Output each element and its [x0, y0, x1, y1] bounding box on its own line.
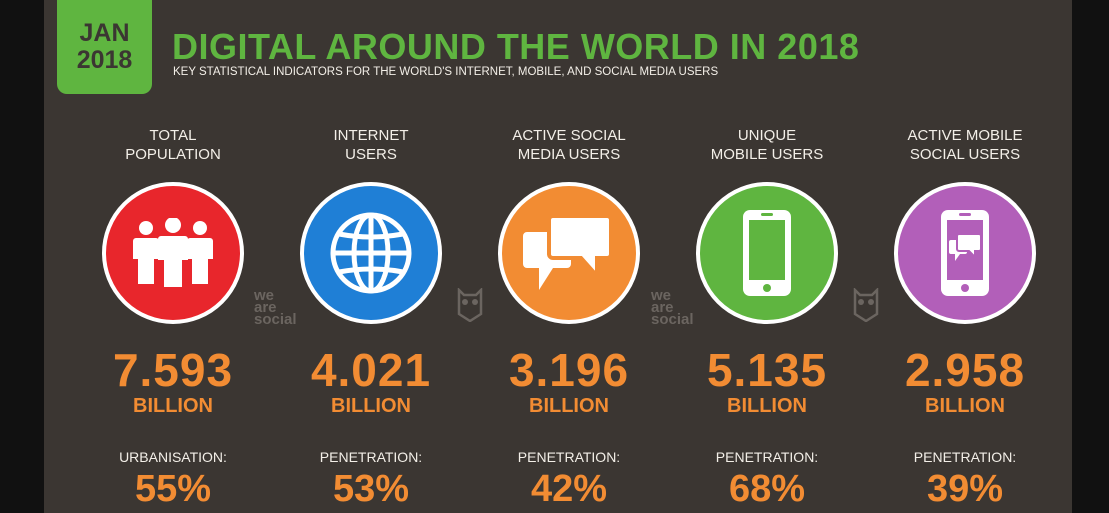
- stat-value: 7.593: [112, 344, 234, 396]
- stat-unit: BILLION: [727, 395, 807, 417]
- date-badge: JAN 2018: [57, 0, 152, 94]
- stat-unit: BILLION: [331, 395, 411, 417]
- stat-sub-label: PENETRATION:: [319, 449, 423, 465]
- stat-sub-label: URBANISATION:: [119, 449, 227, 465]
- page-subtitle: KEY STATISTICAL INDICATORS FOR THE WORLD…: [173, 66, 719, 78]
- we-are-social-watermark: we are social: [254, 287, 297, 328]
- stat-sub-value: 68%: [728, 468, 806, 510]
- stat-icon-circle: [498, 182, 640, 324]
- stat-sub-label: PENETRATION:: [517, 449, 621, 465]
- stat-label: ACTIVE SOCIAL MEDIA USERS: [512, 127, 626, 163]
- stat-icon-circle: [300, 182, 442, 324]
- stat-value: 3.196: [508, 344, 630, 396]
- hootsuite-owl-icon: [457, 288, 483, 322]
- stat-icon-circle: [102, 182, 244, 324]
- stat-unique-mobile-users: UNIQUE MOBILE USERS 5.135 BILLION PENETR…: [669, 126, 865, 510]
- stat-mobile-social-users: ACTIVE MOBILE SOCIAL USERS 2.958 BILLION…: [867, 126, 1063, 510]
- page-title: DIGITAL AROUND THE WORLD IN 2018: [172, 26, 860, 67]
- stat-internet-users: INTERNET USERS 4.021 BILLION PENETRATION…: [273, 126, 469, 510]
- people-icon: [133, 218, 213, 287]
- stat-total-population: TOTAL POPULATION 7.593 BILLION URBANISAT…: [75, 126, 271, 510]
- stat-icon-circle: [696, 182, 838, 324]
- stat-label: INTERNET USERS: [333, 127, 409, 163]
- stat-sub-value: 55%: [134, 468, 212, 510]
- date-year: 2018: [76, 46, 133, 74]
- globe-icon: [330, 212, 412, 294]
- infographic-panel: JAN 2018 DIGITAL AROUND THE WORLD IN 201…: [44, 0, 1072, 513]
- stat-unit: BILLION: [529, 395, 609, 417]
- stat-sub-value: 42%: [530, 468, 608, 510]
- stat-sub-value: 53%: [332, 468, 410, 510]
- date-month: JAN: [79, 19, 130, 47]
- stat-sub-label: PENETRATION:: [913, 449, 1017, 465]
- stat-label: UNIQUE MOBILE USERS: [710, 127, 824, 163]
- stat-value: 4.021: [310, 344, 432, 396]
- chat-bubbles-icon: [523, 214, 613, 290]
- stat-unit: BILLION: [925, 395, 1005, 417]
- we-are-social-watermark: we are social: [651, 287, 694, 328]
- stat-social-media-users: ACTIVE SOCIAL MEDIA USERS 3.196 BILLION …: [471, 126, 667, 510]
- stat-value: 5.135: [706, 344, 828, 396]
- stat-unit: BILLION: [133, 395, 213, 417]
- stat-icon-circle: [894, 182, 1036, 324]
- mobile-chat-icon: [941, 210, 989, 296]
- smartphone-icon: [743, 210, 791, 296]
- stat-value: 2.958: [904, 344, 1026, 396]
- stat-sub-label: PENETRATION:: [715, 449, 819, 465]
- stat-sub-value: 39%: [926, 468, 1004, 510]
- stat-label: ACTIVE MOBILE SOCIAL USERS: [907, 127, 1023, 163]
- stat-label: TOTAL POPULATION: [125, 127, 221, 163]
- hootsuite-owl-icon: [853, 288, 879, 322]
